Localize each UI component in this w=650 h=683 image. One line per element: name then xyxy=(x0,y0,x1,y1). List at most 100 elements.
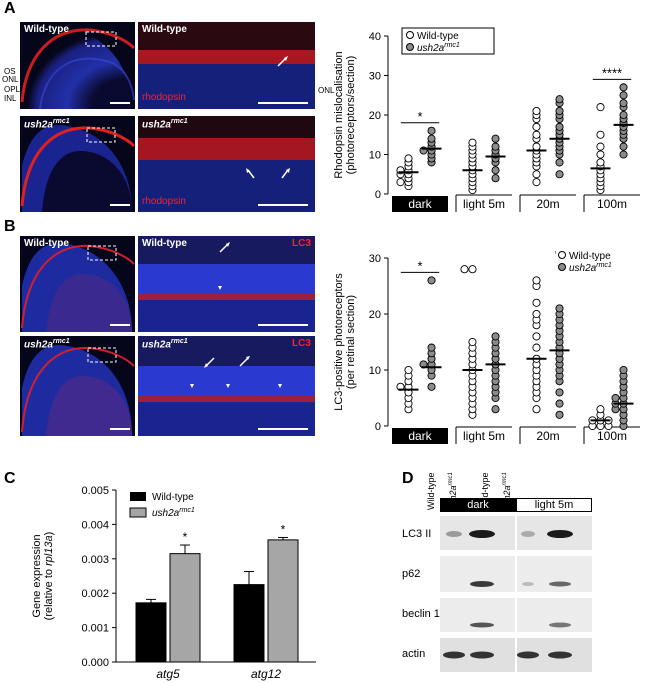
significance-star: * xyxy=(417,258,422,273)
data-point-ush2a xyxy=(427,134,436,143)
scale-bar xyxy=(258,102,308,104)
legend-marker-wildtype xyxy=(558,251,566,259)
b-mut-zoom-image xyxy=(138,336,315,436)
data-point-ush2a xyxy=(555,122,564,131)
data-point-wildtype xyxy=(532,107,541,116)
y-axis-label: LC3-positive photoreceptors (per retinal … xyxy=(333,273,357,411)
y-tick-label: 40 xyxy=(369,31,381,43)
category-label: 100m xyxy=(597,197,627,211)
data-point-wildtype xyxy=(532,178,541,187)
data-point-wildtype xyxy=(468,337,477,347)
blot-panel-d: Wild-type ush2armc1 Wild-type ush2armc1 … xyxy=(402,470,650,683)
legend-label-wildtype: Wild-type xyxy=(417,31,459,42)
data-point-wildtype xyxy=(468,138,477,147)
b-wt-overview-label: Wild-type xyxy=(24,238,69,249)
b-wt-zoom-label: Wild-type xyxy=(142,238,187,249)
category-label: light 5m xyxy=(463,429,505,443)
data-point-ush2a xyxy=(619,99,628,108)
scale-bar xyxy=(258,324,308,326)
data-point-wildtype xyxy=(396,178,405,187)
b-stain-label-lc3: LC3 xyxy=(292,238,311,249)
data-point-wildtype xyxy=(460,265,469,274)
y-axis-label-line2: (per retinal section) xyxy=(345,295,357,389)
scale-bar xyxy=(110,102,130,104)
bar-ush2a xyxy=(267,539,299,663)
y-axis-label-line1: LC3-positive photoreceptors xyxy=(333,273,345,411)
actin-band-lane3 xyxy=(517,651,539,659)
chart-a-rhodopsin-scatter: 0 10 20 30 40 Rhodopsin mislocalisation (photo… xyxy=(333,27,640,212)
data-point-wildtype xyxy=(532,122,541,131)
data-point-wildtype xyxy=(596,103,605,112)
y-tick-label: 10 xyxy=(369,365,381,377)
legend-marker-ush2a xyxy=(558,263,566,271)
blot-row-label-actin: actin xyxy=(402,648,426,660)
layer-label-inl: INL xyxy=(4,94,17,103)
data-point-ush2a xyxy=(491,174,500,183)
data-point-wildtype xyxy=(404,365,413,375)
data-point-ush2a xyxy=(427,382,436,391)
legend-label-wildtype: Wild-type xyxy=(152,492,194,503)
data-point-wildtype xyxy=(532,170,541,179)
category-label: 20m xyxy=(536,197,559,211)
beclin-band-lane4 xyxy=(549,622,571,628)
legend-swatch-wildtype xyxy=(130,492,146,501)
actin-band-lane2 xyxy=(470,651,494,659)
y-axis-label: Rhodopsin mislocalisation (photoreceptors… xyxy=(333,51,357,178)
category-label: dark xyxy=(408,197,432,211)
retina-cross-section xyxy=(20,26,135,109)
legend-box xyxy=(556,248,646,274)
p62-band-lane2 xyxy=(470,581,494,587)
data-point-ush2a xyxy=(619,142,628,151)
y-axis-label-line1: Rhodopsin mislocalisation xyxy=(333,51,345,178)
lc3-band-lane3 xyxy=(521,531,535,537)
lc3-band-lane1 xyxy=(446,531,462,537)
data-point-ush2a xyxy=(619,110,628,120)
scale-bar xyxy=(110,204,130,206)
data-point-wildtype xyxy=(596,142,605,151)
category-label: 100m xyxy=(597,429,627,443)
scale-bar xyxy=(110,324,130,326)
lc3-band-lane2 xyxy=(469,530,495,538)
category-box-dark xyxy=(392,428,448,444)
data-point-ush2a xyxy=(611,393,620,403)
a-onl-label: ONL xyxy=(318,86,335,95)
legend-box xyxy=(401,27,495,55)
a-mut-zoom-image xyxy=(138,116,315,212)
data-point-wildtype xyxy=(532,276,541,285)
scale-bar xyxy=(110,428,130,430)
condition-light-5m: light 5m xyxy=(516,498,592,512)
y-tick-label: 0 xyxy=(375,421,381,433)
y-axis-label: Gene expression (relative to rpl13a) xyxy=(31,532,55,621)
beclin-band-lane2 xyxy=(470,622,494,628)
data-point-ush2a xyxy=(555,158,564,167)
category-box-dark xyxy=(392,196,448,212)
a-wt-overview-label: Wild-type xyxy=(24,24,69,35)
y-tick-label: 0.004 xyxy=(81,519,109,531)
actin-band-lane1 xyxy=(443,651,465,659)
blot-row-label-lc3: LC3 II xyxy=(402,528,432,540)
data-point-wildtype xyxy=(532,309,541,319)
a-mut-overview-image xyxy=(20,116,135,212)
scale-bar xyxy=(258,428,308,430)
data-point-wildtype xyxy=(596,158,605,167)
data-point-ush2a xyxy=(491,166,500,175)
y-tick-label: 0 xyxy=(375,189,381,201)
significance-star: **** xyxy=(602,65,622,80)
significance-star: * xyxy=(417,109,422,124)
y-tick-label: 30 xyxy=(369,71,381,83)
data-point-wildtype xyxy=(532,343,541,352)
panel-letter-a: A xyxy=(4,0,16,17)
data-point-ush2a xyxy=(619,150,628,159)
legend-swatch-ush2a xyxy=(129,507,147,518)
b-mut-overview-image xyxy=(20,336,135,436)
data-point-wildtype xyxy=(532,298,541,307)
data-point-ush2a xyxy=(491,142,500,151)
data-point-wildtype xyxy=(468,265,477,274)
y-tick-label: 20 xyxy=(369,309,381,321)
legend-label-ush2a: ush2armc1 xyxy=(152,507,195,519)
scale-bar xyxy=(258,204,308,206)
y-axis-label-line2: (relative to rpl13a) xyxy=(43,532,55,621)
bar-wildtype xyxy=(135,602,167,663)
data-point-ush2a xyxy=(555,388,564,397)
condition-dark: dark xyxy=(440,498,516,512)
